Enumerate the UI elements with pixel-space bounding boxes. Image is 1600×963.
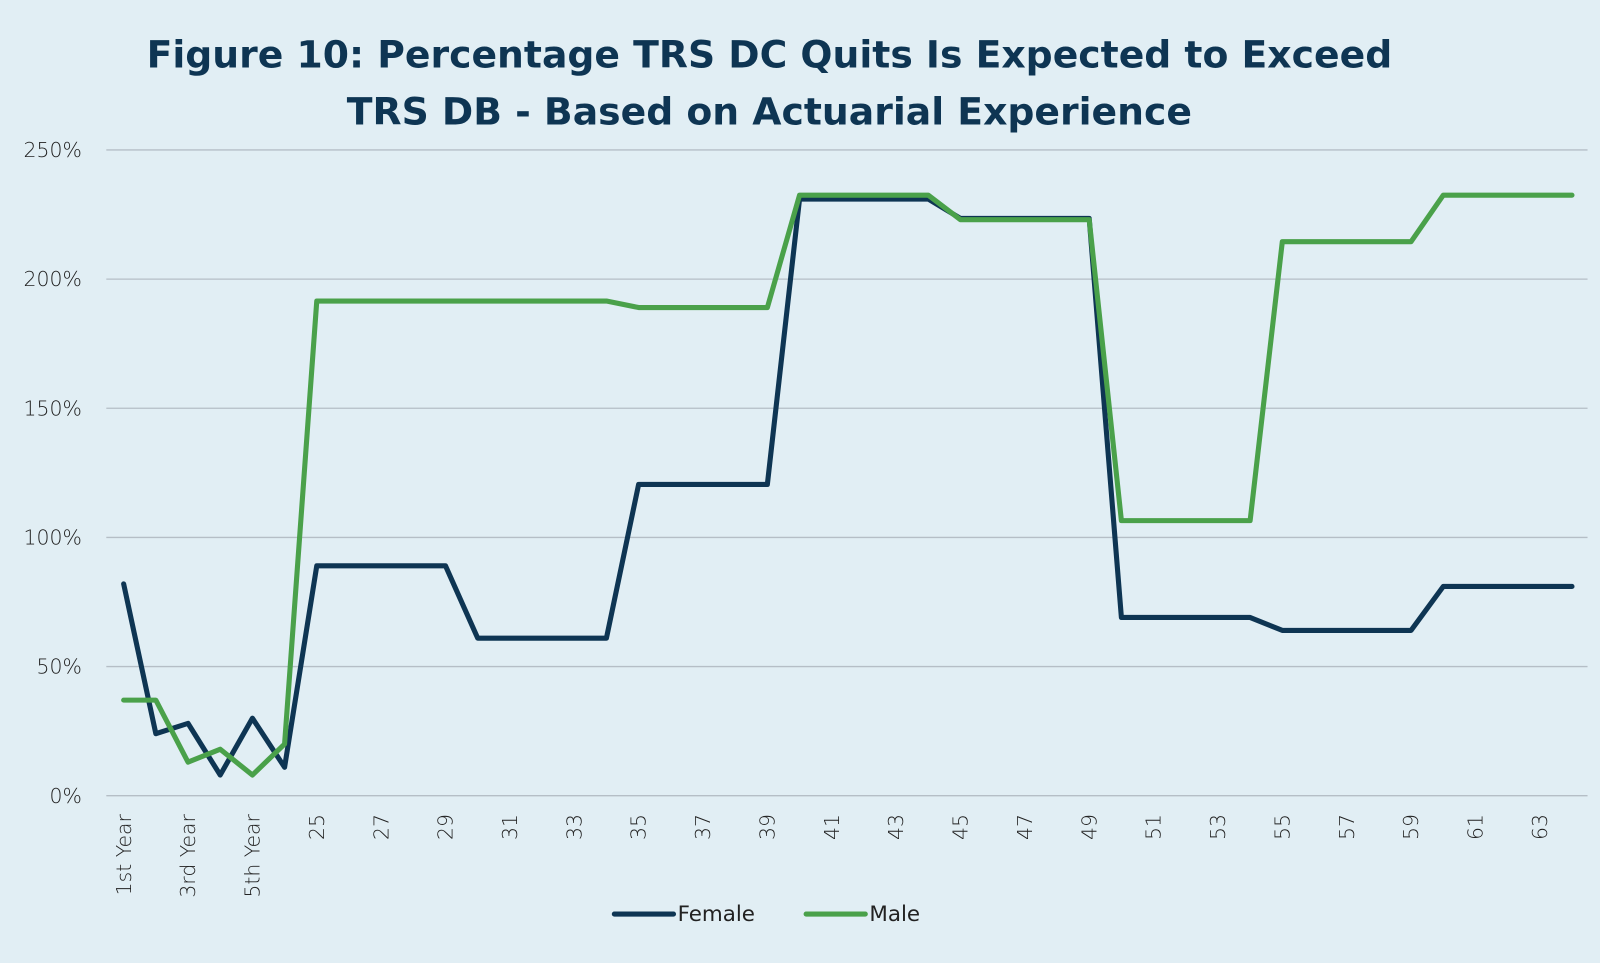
x-tick-label: 5th Year — [241, 813, 265, 897]
x-tick-label: 49 — [1077, 814, 1101, 840]
x-tick-label: 39 — [755, 814, 779, 840]
chart-title-text: Percentage TRS DC Quits Is Expected to E… — [377, 32, 1392, 76]
legend-item-female: Female — [611, 902, 755, 927]
series-line-male — [121, 192, 1575, 778]
x-tick-label: 63 — [1528, 814, 1552, 840]
x-tick-label: 61 — [1464, 814, 1488, 840]
x-tick-label: 27 — [369, 814, 393, 840]
x-tick-label: 33 — [562, 814, 586, 840]
y-tick-label: 100% — [24, 526, 82, 550]
x-tick-label: 45 — [949, 814, 973, 840]
x-tick-label: 57 — [1335, 814, 1359, 840]
series-line-female — [121, 196, 1575, 778]
x-tick-label: 31 — [498, 814, 522, 840]
x-tick-label: 41 — [820, 814, 844, 840]
x-tick-label: 1st Year — [112, 813, 136, 895]
legend-label: Male — [869, 902, 920, 927]
x-tick-label: 25 — [305, 814, 329, 840]
series-lines — [121, 192, 1575, 778]
legend: Female Male — [611, 902, 920, 927]
y-axis: 0% 50% 100% 150% 200% 250% — [24, 138, 82, 808]
x-tick-label: 35 — [627, 814, 651, 840]
chart-title-bold: Figure 10: — [147, 32, 365, 76]
y-tick-label: 50% — [37, 655, 82, 679]
gridlines — [106, 149, 1588, 797]
y-tick-label: 0% — [49, 784, 81, 808]
x-tick-label: 59 — [1399, 814, 1423, 840]
chart-title-line2: TRS DB - Based on Actuarial Experience — [347, 89, 1192, 133]
chart-title-line1: Figure 10: Percentage TRS DC Quits Is Ex… — [147, 32, 1393, 76]
x-tick-label: 53 — [1206, 814, 1230, 840]
x-tick-label: 51 — [1142, 814, 1166, 840]
y-tick-label: 250% — [24, 138, 82, 162]
x-axis: 1st Year 3rd Year 5th Year 25 27 29 31 33 35 37 39… — [112, 813, 1552, 897]
y-tick-label: 200% — [24, 267, 82, 291]
x-tick-label: 29 — [434, 814, 458, 840]
x-tick-label: 37 — [691, 814, 715, 840]
y-tick-label: 150% — [24, 396, 82, 420]
legend-label: Female — [678, 902, 755, 927]
legend-item-male: Male — [803, 902, 920, 927]
x-tick-label: 43 — [884, 814, 908, 840]
x-tick-label: 3rd Year — [176, 813, 200, 897]
x-tick-label: 47 — [1013, 814, 1037, 840]
x-tick-label: 55 — [1270, 814, 1294, 840]
